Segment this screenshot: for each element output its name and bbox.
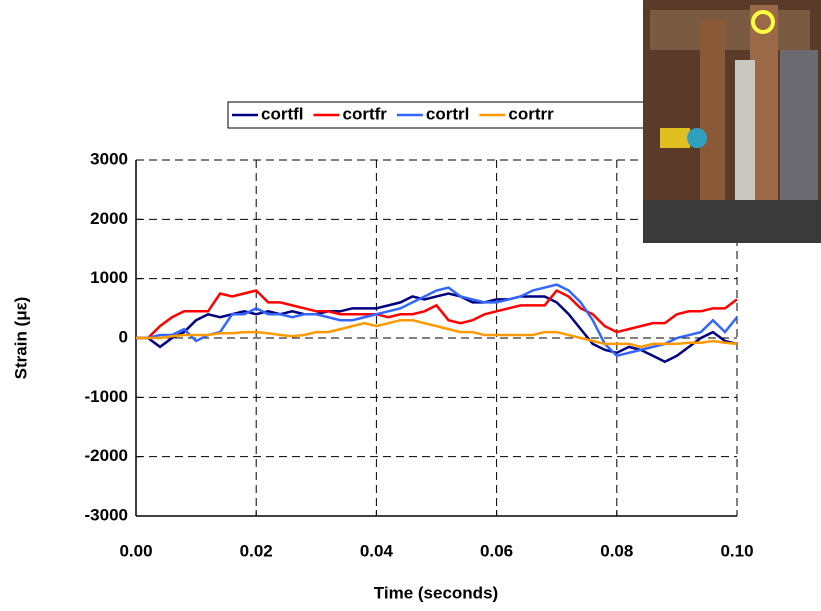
series-line — [136, 292, 738, 364]
legend-label: cortfl — [261, 104, 304, 123]
photo-cylinder — [660, 128, 690, 148]
y-tick-label: -3000 — [85, 505, 128, 524]
photo-marker — [751, 10, 775, 34]
series-line — [136, 288, 738, 340]
x-tick-label: 0.00 — [119, 541, 152, 560]
y-tick-label: 1000 — [90, 268, 128, 287]
x-tick-label: 0.10 — [720, 541, 753, 560]
photo-panel — [735, 60, 755, 200]
photo-sensor — [687, 128, 707, 148]
photo-grid — [780, 50, 818, 210]
photo-floor — [643, 200, 821, 243]
y-tick-label: 0 — [119, 327, 128, 346]
y-tick-label: -1000 — [85, 387, 128, 406]
x-tick-label: 0.06 — [480, 541, 513, 560]
photo-panel — [650, 10, 810, 50]
x-tick-label: 0.02 — [240, 541, 273, 560]
legend: cortfl cortfr cortrl cortrr — [227, 101, 649, 129]
y-tick-label: -2000 — [85, 446, 128, 465]
x-axis-label: Time (seconds) — [374, 583, 498, 602]
legend-label: cortfr — [343, 104, 388, 123]
series-line — [136, 318, 738, 349]
series-line — [136, 283, 738, 358]
y-tick-label: 3000 — [90, 149, 128, 168]
x-tick-label: 0.08 — [600, 541, 633, 560]
legend-label: cortrl — [426, 104, 469, 123]
y-axis-label: Strain (με) — [11, 297, 30, 380]
y-tick-label: 2000 — [90, 209, 128, 228]
photo-inset — [643, 0, 821, 243]
x-tick-label: 0.04 — [360, 541, 394, 560]
legend-label: cortrr — [508, 104, 554, 123]
